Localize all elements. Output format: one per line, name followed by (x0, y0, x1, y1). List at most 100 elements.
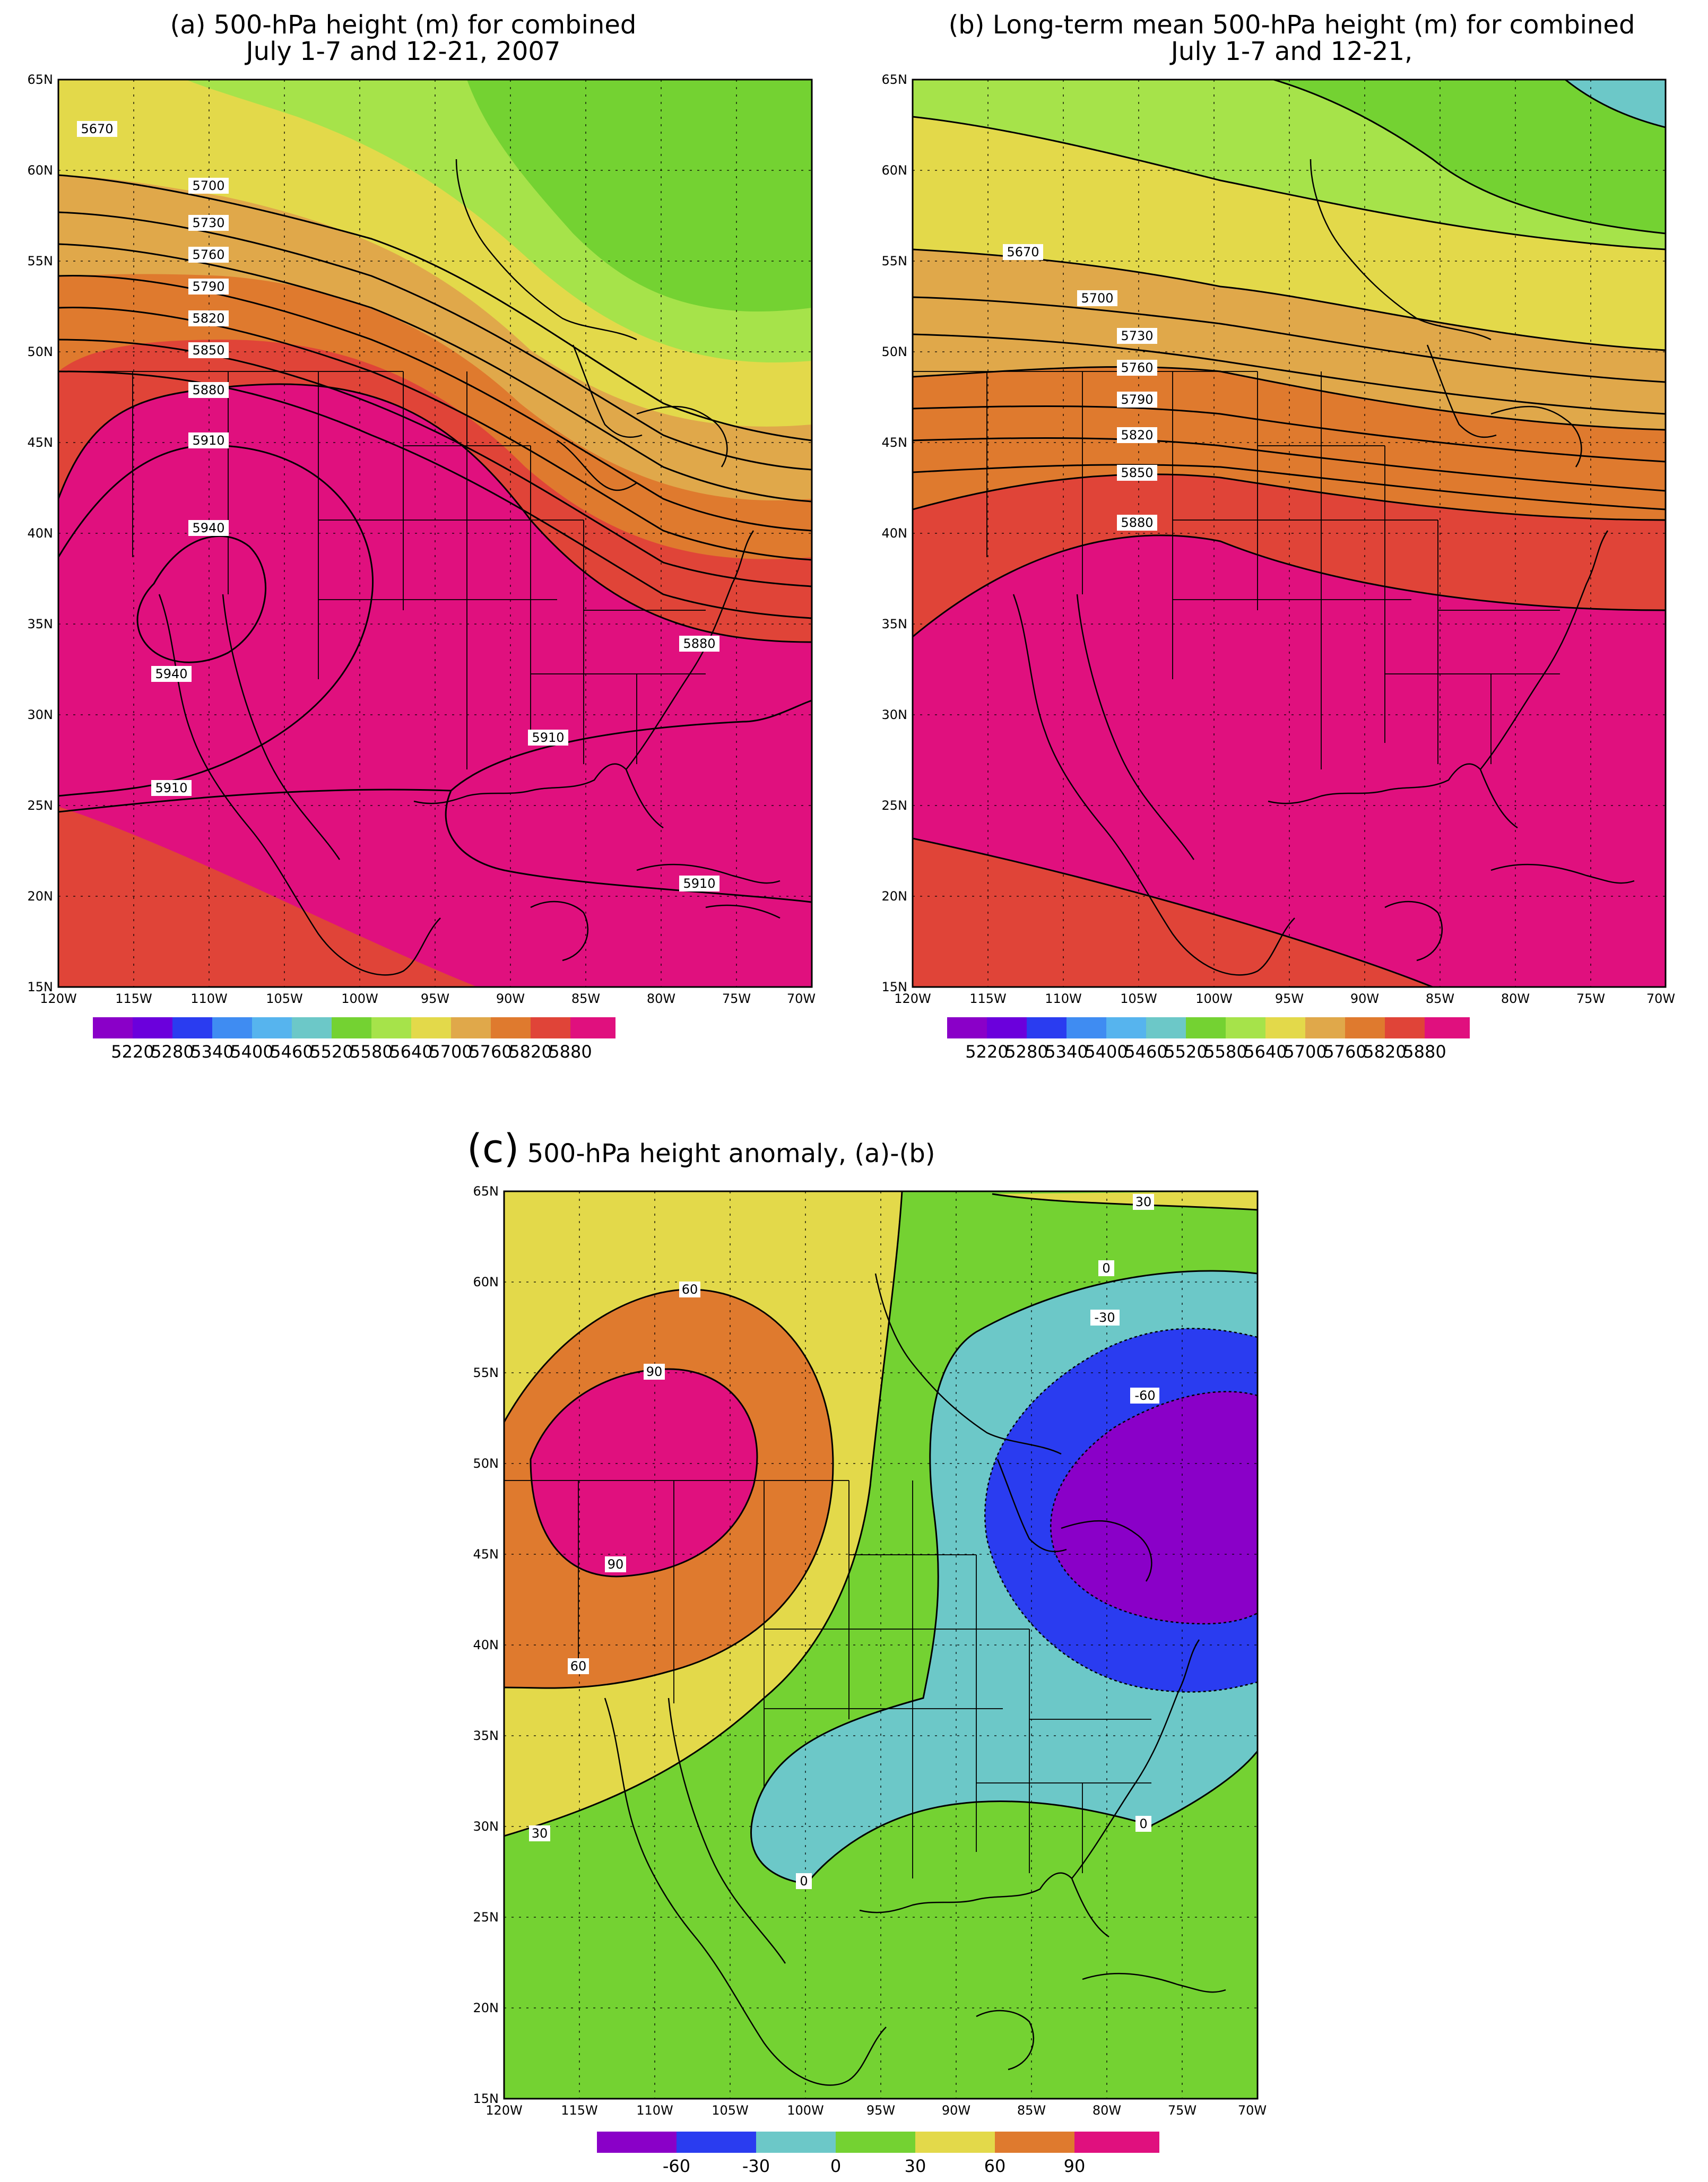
contour-label-text: -60 (1134, 1388, 1155, 1403)
contours-c (504, 1191, 1258, 1885)
lon-tick: 95W (1275, 991, 1304, 1006)
lon-tick: 90W (496, 991, 525, 1006)
contour-labels-a: 5670 5700 5730 5760 5790 5820 5850 5880 … (77, 121, 719, 891)
panel-c-lat-ticks: 65N 60N 55N 50N 45N 40N 35N 30N 25N 20N … (473, 1184, 499, 2106)
band-5880-south (913, 838, 1433, 987)
lon-tick: 110W (636, 2103, 673, 2118)
contour-label-text: 5880 (1121, 515, 1153, 530)
contour-label-text: 5940 (192, 521, 224, 535)
gridlines-c (504, 1191, 1258, 2099)
lon-tick: 110W (190, 991, 228, 1006)
lon-tick: 75W (1576, 991, 1605, 1006)
panel-c-frame (503, 1190, 1259, 2100)
lat-tick: 20N (473, 2001, 499, 2015)
panel-c-lon-ticks: 120W 115W 110W 105W 100W 95W 90W 85W 80W… (485, 2103, 1267, 2118)
colorbar-label: 5760 (1323, 1042, 1366, 1062)
lat-tick: 15N (882, 980, 908, 994)
colorbar-label: 90 (1064, 2156, 1086, 2176)
contour-label: 5910 (151, 780, 192, 796)
panel-a-colorbar: 5220 5280 5340 5400 5460 5520 5580 5640 … (93, 1017, 615, 1062)
contour-label-text: 5850 (192, 343, 224, 358)
contour-label-text: 5910 (155, 781, 187, 795)
lat-tick: 25N (473, 1910, 499, 1925)
contour-label-text: 5820 (1121, 428, 1153, 443)
panel-a-title: (a) 500-hPa height (m) for combined July… (170, 10, 637, 66)
colorbar-label: 5700 (429, 1042, 472, 1062)
state-borders-b (913, 371, 1560, 769)
panel-a-lat-ticks: 65N 60N 55N 50N 45N 40N 35N 30N 25N 20N … (28, 72, 54, 994)
contour-label-text: 5790 (192, 279, 224, 294)
contour-label: 60 (679, 1282, 700, 1297)
contour-label-text: 30 (1135, 1194, 1152, 1209)
band-5580 (382, 80, 812, 312)
panel-b-lat-ticks: 65N 60N 55N 50N 45N 40N 35N 30N 25N 20N … (882, 72, 908, 994)
lat-tick: 25N (28, 798, 54, 813)
panel-b-colorbar: 5220 5280 5340 5400 5460 5520 5580 5640 … (947, 1017, 1470, 1062)
panel-b-map: 5670 5700 5730 5760 5790 5820 5850 5880 (913, 80, 1666, 987)
contour-label: 30 (1133, 1194, 1154, 1210)
lat-tick: 15N (473, 2091, 499, 2106)
lon-tick: 115W (969, 991, 1007, 1006)
lon-tick: 95W (421, 991, 449, 1006)
panel-a-map: 5670 5700 5730 5760 5790 5820 5850 5880 … (58, 80, 812, 987)
contour-label: 0 (1098, 1260, 1114, 1276)
lat-tick: 45N (28, 435, 54, 450)
lon-tick: 120W (894, 991, 931, 1006)
contour-label: 5820 (188, 310, 229, 326)
coastlines-b (1012, 159, 1635, 976)
lat-tick: 50N (882, 344, 908, 359)
lon-tick: 70W (1646, 991, 1675, 1006)
lat-tick: 55N (473, 1365, 499, 1380)
panel-b-title: (b) Long-term mean 500-hPa height (m) fo… (948, 10, 1635, 66)
lon-tick: 105W (1120, 991, 1157, 1006)
colorbar-label: 5580 (1204, 1042, 1247, 1062)
contour-label: 90 (605, 1556, 626, 1572)
panel-a-lon-ticks: 120W 115W 110W 105W 100W 95W 90W 85W 80W… (40, 991, 816, 1006)
panel-c-title: (c) 500-hPa height anomaly, (a)-(b) (467, 1109, 1157, 1168)
contour-label: 5670 (77, 121, 117, 137)
contour-label: 60 (568, 1658, 589, 1674)
lon-tick: 70W (787, 991, 816, 1006)
colorbar-label: 5760 (469, 1042, 512, 1062)
contour-label: -60 (1130, 1388, 1159, 1404)
colorbar-label: 5220 (111, 1042, 154, 1062)
contour-label: 5790 (188, 279, 229, 295)
contour-label: 5850 (1117, 465, 1157, 481)
lat-tick: 60N (28, 163, 54, 178)
colorbar-label: 5460 (270, 1042, 313, 1062)
lat-tick: 35N (882, 617, 908, 631)
colorbar-label: 5820 (509, 1042, 552, 1062)
contour-labels-b: 5670 5700 5730 5760 5790 5820 5850 5880 (1003, 244, 1157, 531)
contour-label-text: 5910 (532, 730, 564, 745)
contour-label: -30 (1090, 1310, 1120, 1326)
lon-tick: 75W (1168, 2103, 1197, 2118)
contour-label-text: 90 (646, 1364, 663, 1379)
contour-label-text: 5670 (81, 122, 113, 136)
lat-tick: 20N (28, 889, 54, 904)
contour-label: 5910 (528, 730, 568, 746)
lat-tick: 45N (473, 1547, 499, 1562)
panel-c-map: 30 0 -30 -60 60 90 90 60 30 0 0 (504, 1191, 1258, 2099)
colorbar-label: 60 (984, 2156, 1006, 2176)
lat-tick: 45N (882, 435, 908, 450)
contour-label: 5880 (188, 382, 229, 398)
contour-label-text: 5700 (192, 178, 224, 193)
colorbar-label: 5640 (389, 1042, 432, 1062)
contour-label-text: 0 (800, 1874, 808, 1889)
lon-tick: 100W (341, 991, 378, 1006)
anom-neg60 (1051, 1391, 1258, 1624)
contour-label-text: 0 (1139, 1816, 1147, 1831)
lon-tick: 90W (1350, 991, 1379, 1006)
anom-pos90 (531, 1369, 757, 1577)
contour-label: 5940 (188, 520, 229, 536)
lat-tick: 40N (473, 1638, 499, 1652)
lat-tick: 55N (882, 254, 908, 269)
colorbar-label: 5280 (1005, 1042, 1048, 1062)
contour-label-text: 5880 (192, 383, 224, 397)
colorbar-label: 5880 (1403, 1042, 1446, 1062)
lat-tick: 60N (882, 163, 908, 178)
contour-label: 5700 (188, 178, 229, 194)
contour-label-text: 5670 (1007, 245, 1039, 259)
lat-tick: 65N (882, 72, 908, 87)
state-borders-a (58, 371, 706, 769)
